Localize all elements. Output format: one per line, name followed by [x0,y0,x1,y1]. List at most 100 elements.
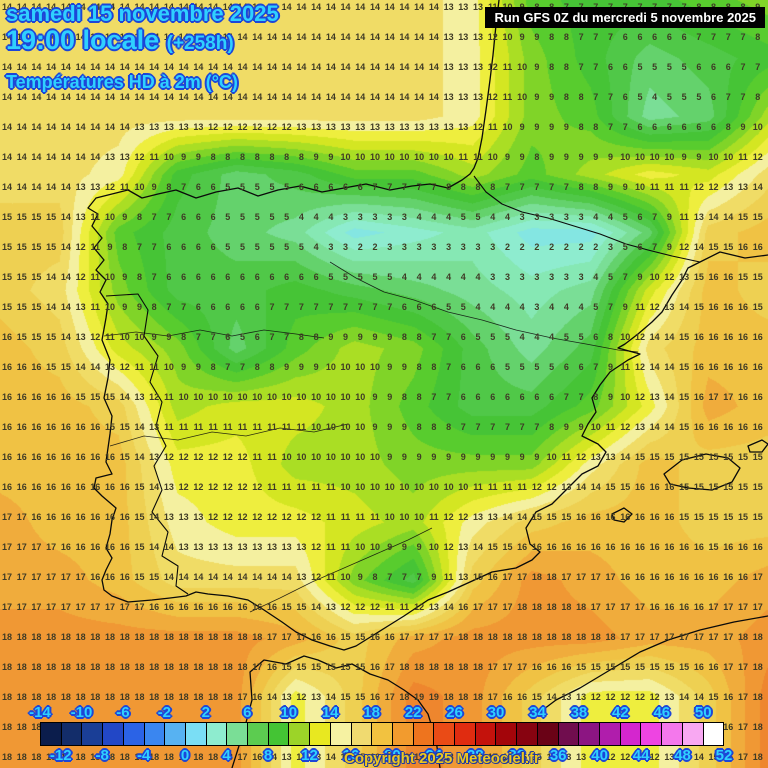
temp-value: 16 [384,632,395,642]
temp-value: 16 [369,752,380,762]
temp-value: 14 [119,122,130,132]
temp-value: 8 [608,332,614,342]
temp-value: 5 [298,242,304,252]
temp-value: 9 [372,332,378,342]
temp-value: 6 [490,362,496,372]
temp-value: 14 [222,572,233,582]
temp-value: 16 [590,542,601,552]
temp-value: 16 [119,542,130,552]
temp-value: 12 [443,542,454,552]
temp-value: 4 [519,332,525,342]
temp-value: 18 [546,632,557,642]
temp-value: 14 [428,2,439,12]
temp-value: 10 [752,122,763,132]
temp-value: 14 [46,182,57,192]
temp-value: 14 [237,32,248,42]
temp-value: 17 [723,392,734,402]
temp-value: 10 [620,152,631,162]
temp-value: 5 [608,272,614,282]
temp-value: 12 [178,452,189,462]
temp-value: 17 [399,632,410,642]
temp-value: 15 [693,452,704,462]
temp-value: 16 [46,482,57,492]
temp-value: 13 [664,752,675,762]
temp-value: 8 [563,62,569,72]
temp-value: 5 [357,272,363,282]
temp-value: 16 [1,452,12,462]
temp-value: 7 [563,392,569,402]
temp-value: 6 [431,302,437,312]
temp-value: 17 [414,632,425,642]
temp-value: 12 [208,452,219,462]
temp-value: 14 [325,692,336,702]
temp-value: 6 [460,392,466,402]
temp-value: 8 [563,32,569,42]
temp-value: 12 [487,62,498,72]
temp-value: 15 [708,512,719,522]
temp-value: 16 [708,422,719,432]
temp-value: 14 [16,32,27,42]
temp-value: 10 [296,452,307,462]
temp-value: 14 [60,332,71,342]
temp-value: 8 [210,152,216,162]
temp-value: 15 [708,692,719,702]
temp-value: 9 [563,422,569,432]
temp-value: 13 [75,302,86,312]
temp-value: 7 [166,302,172,312]
temp-value: 13 [222,542,233,552]
temp-value: 15 [487,542,498,552]
temp-value: 9 [328,152,334,162]
temp-value: 16 [105,482,116,492]
temp-value: 13 [178,512,189,522]
temp-value: 3 [357,212,363,222]
legend-tick-label: 44 [632,747,650,764]
temp-value: 14 [399,92,410,102]
temp-value: 13 [237,542,248,552]
temp-value: 16 [723,302,734,312]
legend-color-segment [267,723,289,745]
temp-value: 7 [225,362,231,372]
temp-value: 15 [340,692,351,702]
temp-value: 13 [664,302,675,312]
temp-value: 7 [372,182,378,192]
temp-value: 14 [1,2,12,12]
temp-value: 13 [473,32,484,42]
temp-value: 14 [31,122,42,132]
temp-value: 16 [60,422,71,432]
temp-value: 15 [281,602,292,612]
temp-value: 8 [549,422,555,432]
temp-value: 9 [460,452,466,462]
temp-value: 12 [546,482,557,492]
temp-value: 17 [1,542,12,552]
temp-value: 15 [1,242,12,252]
temp-value: 13 [296,542,307,552]
temp-value: 18 [31,662,42,672]
temp-value: 16 [737,332,748,342]
temp-value: 13 [163,482,174,492]
temp-value: 18 [119,662,130,672]
temp-value: 17 [620,632,631,642]
temp-value: 6 [298,182,304,192]
temp-value: 15 [634,662,645,672]
temp-value: 14 [222,2,233,12]
temp-value: 7 [504,422,510,432]
copyright-label: Copyright 2025 Meteociel.fr [344,750,540,767]
temp-value: 11 [252,422,262,432]
temp-value: 2 [519,242,525,252]
temp-value: 7 [519,422,525,432]
temp-value: 11 [326,482,336,492]
temp-value: 15 [752,482,763,492]
temp-value: 18 [590,632,601,642]
temp-value: 7 [431,182,437,192]
temp-value: 3 [534,302,540,312]
temp-value: 3 [490,272,496,282]
temp-value: 15 [708,752,719,762]
temp-value: 15 [149,572,160,582]
temp-value: 14 [296,62,307,72]
temp-value: 18 [517,632,528,642]
temp-value: 10 [355,422,366,432]
temp-value: 5 [666,92,672,102]
temp-value: 17 [693,632,704,642]
temp-value: 15 [693,482,704,492]
temp-value: 16 [723,692,734,702]
